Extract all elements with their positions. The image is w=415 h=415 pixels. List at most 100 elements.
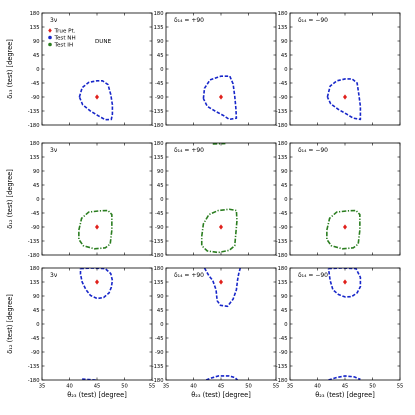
y-tick-label: 135 bbox=[278, 280, 288, 286]
x-tick-label: 45 bbox=[342, 384, 349, 390]
y-tick-label: 90 bbox=[281, 39, 288, 45]
panel-r1-c0: -180 -135 -90 -45 0 45 90 135 180 δ₁₂ (test) [deg… bbox=[6, 141, 153, 259]
x-tick-label: 45 bbox=[218, 384, 225, 390]
contour-line bbox=[78, 209, 113, 250]
panel-title: δ₁₄ = −90 bbox=[298, 147, 328, 154]
y-tick-label: 45 bbox=[157, 308, 164, 314]
panel-r1-c1: -180 -135 -90 -45 0 45 90 135 180 δ₁₄ = +90 bbox=[152, 141, 277, 259]
y-tick-label: -180 bbox=[276, 253, 288, 259]
panel-title: δ₁₄ = +90 bbox=[174, 17, 204, 24]
x-axis-label: θ₂₃ (test) [degree] bbox=[67, 391, 127, 399]
y-tick-label: 0 bbox=[36, 67, 39, 73]
y-tick-label: -135 bbox=[152, 109, 164, 115]
y-tick-label: 45 bbox=[281, 308, 288, 314]
x-tick-label: 50 bbox=[245, 384, 252, 390]
y-tick-label: 135 bbox=[30, 25, 40, 31]
legend-marker bbox=[48, 28, 52, 33]
true-point-marker bbox=[95, 279, 99, 285]
panel-r1-c2: -180 -135 -90 -45 0 45 90 135 180 δ₁₄ = −90 bbox=[276, 141, 401, 259]
y-tick-label: -90 bbox=[279, 225, 287, 231]
y-tick-label: 135 bbox=[30, 155, 40, 161]
contour-line bbox=[327, 268, 362, 298]
legend-label: Test NH bbox=[54, 36, 76, 42]
true-point-marker bbox=[219, 94, 223, 100]
y-tick-label: -90 bbox=[155, 95, 163, 101]
y-axis-label: δ₁₂ (test) [degree] bbox=[6, 294, 14, 354]
x-tick-label: 50 bbox=[369, 384, 376, 390]
x-tick-label: 40 bbox=[66, 384, 73, 390]
panel-r0-c2: -180 -135 -90 -45 0 45 90 135 180 δ₁₄ = −90 bbox=[276, 11, 401, 129]
contour-line bbox=[203, 268, 242, 308]
y-tick-label: -180 bbox=[152, 253, 164, 259]
panel-r2-c1: -180 -135 -90 -45 0 45 90 135 180 35 40 45 50 55 θ₂₃ (… bbox=[152, 266, 280, 399]
true-point-marker bbox=[219, 224, 223, 230]
y-axis-label: δ₁₂ (test) [degree] bbox=[6, 169, 14, 229]
y-tick-label: -180 bbox=[276, 123, 288, 129]
y-tick-label: 45 bbox=[281, 53, 288, 59]
y-tick-label: 180 bbox=[30, 266, 40, 272]
y-tick-label: -135 bbox=[276, 364, 288, 370]
legend-marker bbox=[48, 35, 52, 40]
x-axis-label: θ₂₃ (test) [degree] bbox=[191, 391, 251, 399]
contour-line bbox=[205, 375, 239, 380]
y-tick-label: 135 bbox=[278, 155, 288, 161]
y-tick-label: -180 bbox=[28, 123, 40, 129]
y-tick-label: 0 bbox=[284, 197, 287, 203]
y-tick-label: -45 bbox=[155, 336, 163, 342]
y-tick-label: 0 bbox=[160, 197, 163, 203]
y-tick-label: -180 bbox=[28, 378, 40, 384]
y-tick-label: -90 bbox=[31, 95, 39, 101]
true-point-marker bbox=[95, 224, 99, 230]
y-tick-label: -45 bbox=[279, 211, 287, 217]
true-point-marker bbox=[219, 279, 223, 285]
y-tick-label: 0 bbox=[284, 322, 287, 328]
plot-frame bbox=[165, 142, 277, 256]
y-tick-label: -180 bbox=[152, 123, 164, 129]
y-tick-label: -45 bbox=[155, 211, 163, 217]
y-tick-label: 135 bbox=[278, 25, 288, 31]
y-tick-label: -180 bbox=[276, 378, 288, 384]
y-tick-label: -135 bbox=[152, 239, 164, 245]
y-tick-label: -45 bbox=[31, 336, 39, 342]
x-axis-label: θ₂₃ (test) [degree] bbox=[315, 391, 375, 399]
y-axis-label: δ₁₃ (test) [degree] bbox=[6, 39, 14, 99]
y-tick-label: -135 bbox=[276, 109, 288, 115]
true-point-marker bbox=[95, 94, 99, 100]
y-tick-label: -45 bbox=[279, 81, 287, 87]
y-tick-label: 0 bbox=[160, 322, 163, 328]
plot-frame bbox=[165, 12, 277, 126]
plot-frame bbox=[41, 267, 153, 381]
x-tick-label: 50 bbox=[121, 384, 128, 390]
y-tick-label: -180 bbox=[28, 253, 40, 259]
y-tick-label: 0 bbox=[160, 67, 163, 73]
y-tick-label: 180 bbox=[278, 141, 288, 147]
y-tick-label: 90 bbox=[281, 294, 288, 300]
y-tick-label: -90 bbox=[31, 225, 39, 231]
y-tick-label: 45 bbox=[157, 53, 164, 59]
y-tick-label: 180 bbox=[154, 11, 164, 17]
x-tick-label: 35 bbox=[287, 384, 294, 390]
plot-frame bbox=[165, 267, 277, 381]
y-tick-label: 0 bbox=[36, 322, 39, 328]
x-tick-label: 40 bbox=[190, 384, 197, 390]
y-tick-label: 180 bbox=[278, 266, 288, 272]
panel-r2-c2: -180 -135 -90 -45 0 45 90 135 180 35 40 45 50 55 θ₂₃ (… bbox=[276, 266, 404, 399]
true-point-marker bbox=[343, 224, 347, 230]
panel-title: δ₁₄ = −90 bbox=[298, 272, 328, 279]
y-tick-label: 180 bbox=[154, 141, 164, 147]
panel-title: δ₁₄ = +90 bbox=[174, 272, 204, 279]
contour-line bbox=[202, 75, 238, 121]
y-tick-label: 90 bbox=[157, 169, 164, 175]
y-tick-label: 135 bbox=[154, 280, 164, 286]
y-tick-label: 45 bbox=[33, 183, 40, 189]
y-tick-label: 135 bbox=[30, 280, 40, 286]
plot-frame bbox=[41, 142, 153, 256]
y-tick-label: 90 bbox=[157, 294, 164, 300]
contour-line bbox=[328, 375, 361, 380]
panel-title: 3ν bbox=[50, 147, 58, 154]
y-tick-label: -90 bbox=[279, 95, 287, 101]
y-tick-label: -135 bbox=[152, 364, 164, 370]
y-tick-label: -45 bbox=[31, 211, 39, 217]
y-tick-label: 135 bbox=[154, 155, 164, 161]
